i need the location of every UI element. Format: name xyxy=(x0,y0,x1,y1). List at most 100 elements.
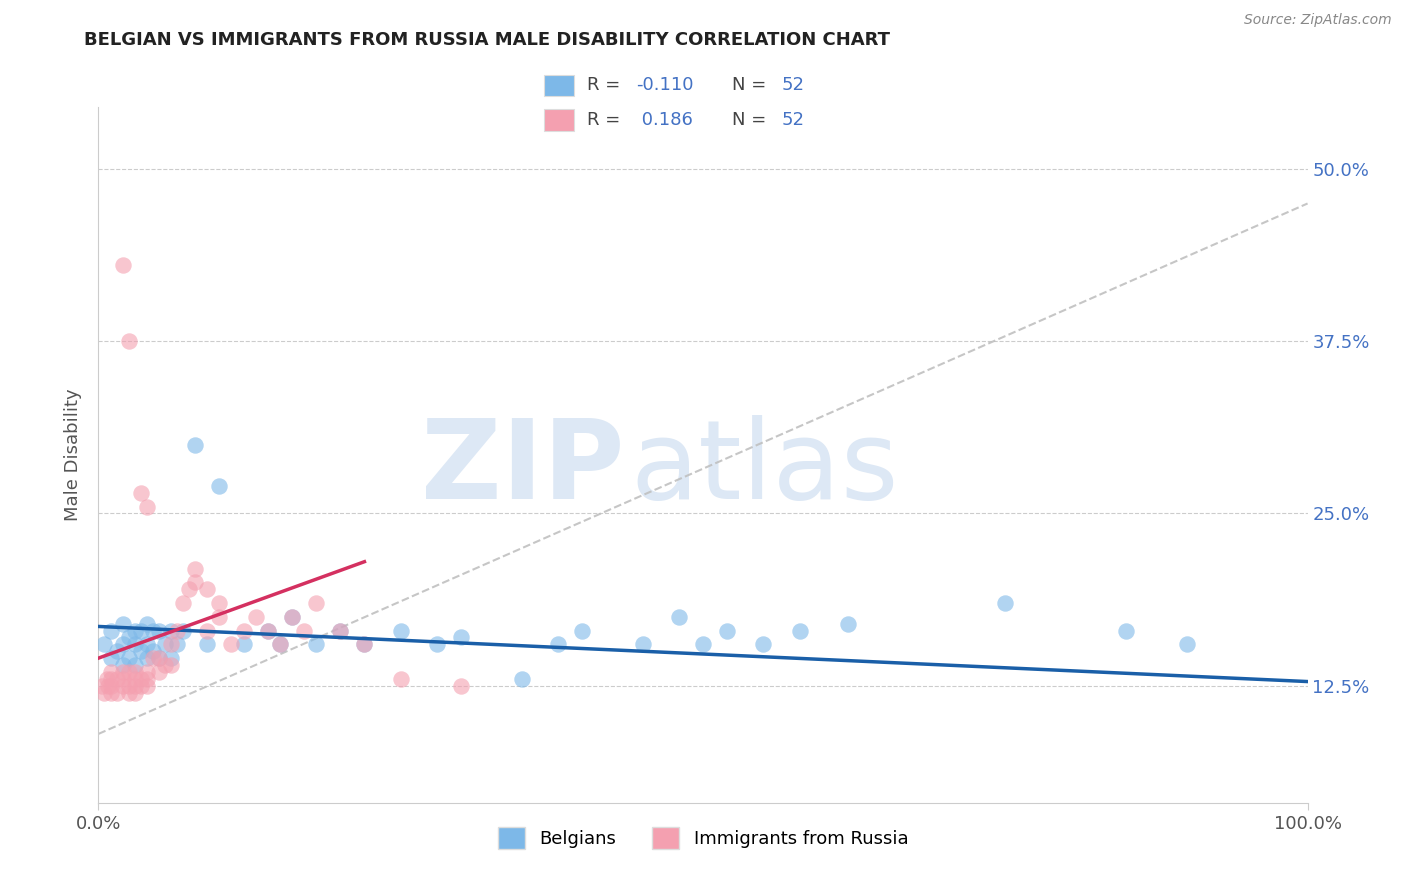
Point xyxy=(124,658,146,673)
Point xyxy=(142,624,165,638)
Y-axis label: Male Disability: Male Disability xyxy=(65,389,83,521)
Point xyxy=(160,658,183,673)
Point xyxy=(208,596,231,610)
Point xyxy=(97,679,120,693)
Point xyxy=(111,616,134,631)
Point xyxy=(631,637,654,651)
Point xyxy=(124,624,146,638)
Point xyxy=(118,685,141,699)
Point xyxy=(91,679,114,693)
Point xyxy=(124,637,146,651)
Point xyxy=(353,637,375,651)
Point xyxy=(124,665,146,679)
Point xyxy=(269,637,291,651)
Point xyxy=(105,644,128,658)
Point xyxy=(111,679,134,693)
Point xyxy=(179,582,201,597)
Point xyxy=(111,665,134,679)
Point xyxy=(232,637,254,651)
Point xyxy=(148,665,170,679)
Point xyxy=(571,624,593,638)
Point xyxy=(195,582,218,597)
Point xyxy=(93,685,115,699)
Point xyxy=(111,672,134,686)
Point xyxy=(135,651,157,665)
Point xyxy=(96,672,118,686)
Point xyxy=(450,679,472,693)
Legend: Belgians, Immigrants from Russia: Belgians, Immigrants from Russia xyxy=(491,820,915,856)
Point xyxy=(148,651,170,665)
FancyBboxPatch shape xyxy=(544,110,575,130)
Point xyxy=(305,637,328,651)
Point xyxy=(547,637,569,651)
Point xyxy=(135,679,157,693)
Point xyxy=(129,485,152,500)
Point xyxy=(426,637,449,651)
Point xyxy=(142,644,165,658)
Point xyxy=(100,672,122,686)
Point xyxy=(160,637,183,651)
Point xyxy=(111,259,134,273)
Point xyxy=(305,596,328,610)
Text: Source: ZipAtlas.com: Source: ZipAtlas.com xyxy=(1244,13,1392,28)
Point xyxy=(245,609,267,624)
Point xyxy=(353,637,375,651)
Point xyxy=(716,624,738,638)
Point xyxy=(510,672,533,686)
Text: 52: 52 xyxy=(782,76,804,95)
Text: N =: N = xyxy=(733,76,772,95)
Text: ZIP: ZIP xyxy=(420,416,624,523)
Point xyxy=(389,624,412,638)
Point xyxy=(1115,624,1137,638)
Text: 52: 52 xyxy=(782,112,804,129)
Text: R =: R = xyxy=(586,112,631,129)
Point xyxy=(752,637,775,651)
Point xyxy=(281,609,304,624)
Point xyxy=(166,637,188,651)
Point xyxy=(100,651,122,665)
Point xyxy=(105,672,128,686)
Point xyxy=(129,672,152,686)
Point xyxy=(184,561,207,575)
Point xyxy=(166,624,188,638)
Point xyxy=(148,624,170,638)
Point xyxy=(281,609,304,624)
Point xyxy=(118,651,141,665)
Point xyxy=(124,672,146,686)
Text: BELGIAN VS IMMIGRANTS FROM RUSSIA MALE DISABILITY CORRELATION CHART: BELGIAN VS IMMIGRANTS FROM RUSSIA MALE D… xyxy=(84,31,890,49)
Point xyxy=(994,596,1017,610)
Point xyxy=(668,609,690,624)
Point xyxy=(329,624,352,638)
Point xyxy=(692,637,714,651)
Point xyxy=(153,658,176,673)
Text: R =: R = xyxy=(586,76,626,95)
Point xyxy=(256,624,278,638)
Point xyxy=(195,624,218,638)
Point xyxy=(269,637,291,651)
Point xyxy=(118,334,141,349)
Point xyxy=(837,616,859,631)
Point xyxy=(135,665,157,679)
Point xyxy=(1175,637,1198,651)
Point xyxy=(160,651,183,665)
Point xyxy=(118,679,141,693)
Point xyxy=(129,624,152,638)
Point xyxy=(129,644,152,658)
Point xyxy=(124,679,146,693)
Point xyxy=(100,624,122,638)
Point xyxy=(208,479,231,493)
Point xyxy=(221,637,243,651)
Point xyxy=(135,637,157,651)
FancyBboxPatch shape xyxy=(544,75,575,95)
Point xyxy=(124,685,146,699)
Point xyxy=(160,624,183,638)
Point xyxy=(118,665,141,679)
Text: -0.110: -0.110 xyxy=(637,76,693,95)
Point xyxy=(111,637,134,651)
Point xyxy=(329,624,352,638)
Point xyxy=(118,631,141,645)
Point xyxy=(789,624,811,638)
Point xyxy=(208,609,231,624)
Point xyxy=(184,575,207,590)
Text: 0.186: 0.186 xyxy=(637,112,693,129)
